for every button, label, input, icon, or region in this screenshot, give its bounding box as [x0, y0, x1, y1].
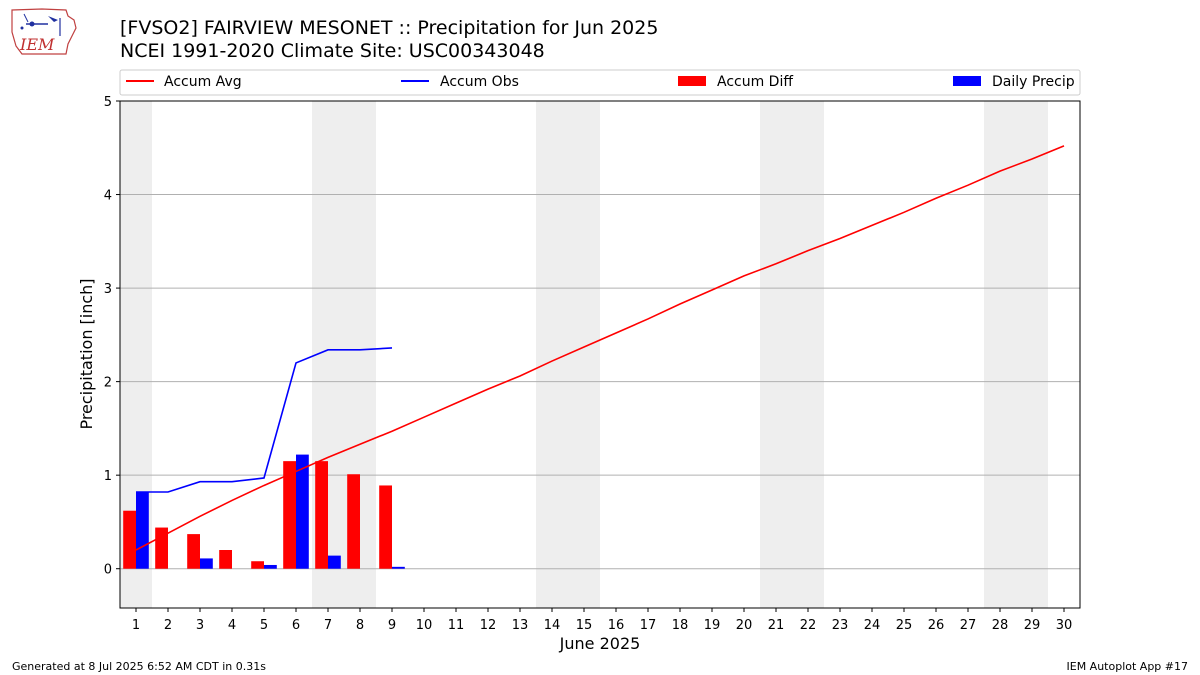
x-tick-label-14: 14: [544, 618, 561, 633]
grid-lines: [120, 100, 1080, 570]
x-tick-label-21: 21: [768, 618, 785, 633]
x-axis-label: June 2025: [559, 634, 641, 653]
y-tick-label-3: 3: [104, 282, 112, 297]
daily-precip-bar-day-7: [328, 555, 341, 569]
x-tick-label-27: 27: [960, 618, 977, 633]
y-axis-ticks: 0 1 2 3 4 5: [104, 95, 120, 578]
accum-diff-bar-day-1: [123, 510, 136, 569]
y-tick-label-2: 2: [104, 376, 112, 391]
daily-precip-bar-day-5: [264, 564, 277, 569]
x-tick-label-7: 7: [324, 618, 332, 633]
x-tick-label-1: 1: [132, 618, 140, 633]
x-tick-label-16: 16: [608, 618, 625, 633]
weekend-shade-4: [984, 101, 1048, 608]
x-tick-label-30: 30: [1056, 618, 1073, 633]
daily-precip-bar-day-6: [296, 454, 309, 569]
y-tick-label-0: 0: [104, 563, 112, 578]
x-tick-label-20: 20: [736, 618, 753, 633]
footer-app-text: IEM Autoplot App #17: [1066, 660, 1189, 673]
x-tick-label-12: 12: [480, 618, 497, 633]
weekend-shading: [120, 101, 1048, 608]
x-tick-label-11: 11: [448, 618, 465, 633]
lines: [135, 145, 1065, 551]
x-tick-label-3: 3: [196, 618, 204, 633]
x-tick-label-2: 2: [164, 618, 172, 633]
x-tick-label-4: 4: [228, 618, 236, 633]
x-tick-label-8: 8: [356, 618, 364, 633]
legend-accum-obs-label: Accum Obs: [440, 74, 519, 90]
legend-daily-precip-swatch: [953, 76, 981, 86]
x-tick-label-25: 25: [896, 618, 913, 633]
plot-frame: [119, 100, 1081, 609]
chart-title: [FVSO2] FAIRVIEW MESONET :: Precipitatio…: [120, 17, 659, 39]
x-tick-label-6: 6: [292, 618, 300, 633]
logo-text: IEM: [19, 35, 55, 54]
x-tick-label-17: 17: [640, 618, 657, 633]
x-tick-label-22: 22: [800, 618, 817, 633]
x-tick-label-29: 29: [1024, 618, 1041, 633]
x-tick-label-15: 15: [576, 618, 593, 633]
accum-avg-line: [135, 145, 1065, 551]
chart-subtitle: NCEI 1991-2020 Climate Site: USC00343048: [120, 40, 545, 62]
accum-diff-bar-day-3: [187, 534, 200, 569]
x-tick-label-24: 24: [864, 618, 881, 633]
x-tick-label-10: 10: [416, 618, 433, 633]
daily-precip-bar-day-9: [392, 566, 405, 569]
daily-precip-bar-day-3: [200, 558, 213, 569]
daily-precip-bar-day-1: [136, 492, 149, 569]
accum-diff-bar-day-9: [379, 485, 392, 569]
y-tick-label-4: 4: [104, 189, 112, 204]
x-tick-label-9: 9: [388, 618, 396, 633]
legend-accum-diff-swatch: [678, 76, 706, 86]
legend-accum-avg-label: Accum Avg: [164, 74, 242, 90]
accum-obs-line: [136, 347, 393, 493]
legend-daily-precip-label: Daily Precip: [992, 74, 1075, 90]
legend: Accum Avg Accum Obs Accum Diff Daily Pre…: [119, 69, 1081, 96]
accum-diff-bar-day-8: [347, 474, 360, 569]
y-axis-label: Precipitation [inch]: [77, 278, 96, 429]
legend-box: [119, 69, 1081, 96]
weekend-shade-3: [760, 101, 824, 608]
accum-diff-bar-day-7: [315, 461, 328, 569]
x-axis-ticks: 1 2 3 4 5 6 7 8 9 10 11 12 13 14 15 16 17 18 19 20 21 22 23 24 2…: [132, 608, 1072, 633]
y-tick-label-1: 1: [104, 469, 112, 484]
accum-diff-bar-day-6: [283, 461, 296, 569]
x-tick-label-5: 5: [260, 618, 268, 633]
accum-diff-bar-day-4: [219, 550, 232, 569]
x-tick-label-23: 23: [832, 618, 849, 633]
footer-generated-text: Generated at 8 Jul 2025 6:52 AM CDT in 0…: [12, 660, 266, 673]
x-tick-label-26: 26: [928, 618, 945, 633]
accum-diff-bar-day-5: [251, 561, 264, 569]
y-tick-label-5: 5: [104, 95, 112, 110]
x-tick-label-13: 13: [512, 618, 529, 633]
iem-logo: IEM: [11, 8, 77, 55]
x-tick-label-28: 28: [992, 618, 1009, 633]
x-tick-label-19: 19: [704, 618, 721, 633]
legend-accum-diff-label: Accum Diff: [717, 74, 793, 90]
x-tick-label-18: 18: [672, 618, 689, 633]
